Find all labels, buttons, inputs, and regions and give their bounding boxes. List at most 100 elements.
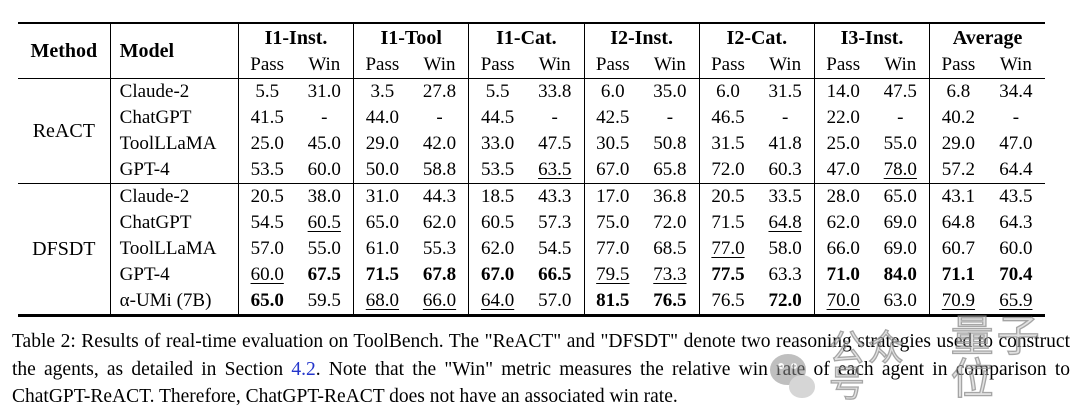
table-cell: 45.0 [307, 133, 341, 154]
table-cell: 20.5 [237, 183, 296, 210]
table-cell: 65.0 [353, 210, 411, 236]
table-cell: 65.0 [883, 186, 917, 207]
table-cell: 63.3 [768, 264, 802, 285]
table-cell: 44.0 [353, 105, 411, 131]
table-cell: 6.0 [698, 78, 757, 105]
model-cell: ChatGPT [109, 210, 239, 236]
column-header-model: Model [109, 23, 239, 79]
table-cell: 53.5 [237, 157, 296, 184]
table-cell: 14.0 [813, 78, 872, 105]
table-row: ToolLLaMA 57.0 55.0 61.0 55.3 62.0 54.5 77.0 68.… [18, 236, 1045, 262]
method-block: ReACT Claude-2 5.5 31.0 3.5 27.8 5.5 33.8 6.0 35.… [18, 78, 1045, 184]
table-cell: - [551, 107, 558, 128]
table-header: Method Model I1-Inst. I1-Tool I1-Cat. I2-Inst… [18, 23, 1045, 79]
table-cell: 38.0 [307, 186, 341, 207]
table-cell: - [321, 107, 328, 128]
table-cell: 60.0 [237, 262, 296, 288]
column-header-pass: Pass [929, 52, 987, 79]
section-link[interactable]: 4.2 [291, 358, 316, 380]
table-cell: 35.0 [653, 81, 687, 102]
column-header-group: I2-Inst. [583, 23, 700, 52]
table-cell: 60.0 [999, 238, 1033, 259]
table-cell: 58.8 [422, 159, 457, 180]
table-cell: 72.0 [698, 157, 757, 184]
column-header-pass: Pass [237, 52, 296, 79]
table-cell: 31.5 [698, 131, 757, 157]
table-row: DFSDT Claude-2 20.5 38.0 31.0 44.3 18.5 43.3 17.… [18, 183, 1045, 260]
table-cell: 33.0 [468, 131, 526, 157]
table-cell: 3.5 [353, 78, 411, 105]
table-row: α-UMi (7B) 65.0 59.5 68.0 66.0 64.0 57.0 81.5 76… [18, 288, 1045, 316]
table-cell: 69.0 [883, 238, 917, 259]
column-header-pass: Pass [813, 52, 872, 79]
header-sub-row: Pass Win Pass Win Pass Win Pass Win Pass Win Pass W… [18, 52, 1045, 79]
table-cell: 28.0 [813, 183, 872, 210]
table-cell: 44.5 [468, 105, 526, 131]
table-cell: - [436, 107, 443, 128]
table-cell: - [666, 107, 674, 128]
column-header-group: I1-Inst. [237, 23, 354, 52]
table-cell: 70.0 [813, 288, 872, 316]
table-cell: 61.0 [353, 236, 411, 262]
table-cell: 50.0 [353, 157, 411, 184]
table-cell: 84.0 [883, 264, 917, 285]
results-table: Method Model I1-Inst. I1-Tool I1-Cat. I2-Inst… [18, 22, 1045, 317]
table-cell: 76.5 [698, 288, 757, 316]
table-cell: 60.5 [468, 210, 526, 236]
model-cell: ToolLLaMA [109, 131, 239, 157]
table-cell: 55.0 [883, 133, 917, 154]
table-cell: 70.4 [999, 264, 1033, 285]
table-cell: - [781, 107, 789, 128]
table-cell: 71.1 [929, 262, 987, 288]
table-cell: 25.0 [813, 131, 872, 157]
column-header-group: I1-Cat. [468, 23, 584, 52]
table-row: GPT-4 60.0 67.5 71.5 67.8 67.0 66.5 79.5 73.3 77.… [18, 262, 1045, 288]
table-cell: 5.5 [468, 78, 526, 105]
column-header-method: Method [30, 40, 98, 62]
table-cell: 66.0 [813, 236, 872, 262]
table-cell: 6.8 [929, 78, 987, 105]
table-cell: - [897, 107, 904, 128]
column-header-pass: Pass [468, 52, 526, 79]
model-cell: GPT-4 [109, 262, 239, 288]
table-cell: 81.5 [583, 288, 642, 316]
table-cell: 68.0 [353, 288, 411, 316]
column-header-group: I1-Tool [353, 23, 469, 52]
table-cell: 25.0 [237, 131, 296, 157]
table-cell: 36.8 [653, 186, 687, 207]
table-cell: 67.0 [468, 262, 526, 288]
table-cell: 44.3 [422, 186, 457, 207]
method-cell: ReACT [32, 120, 95, 142]
method-block: DFSDT Claude-2 20.5 38.0 31.0 44.3 18.5 43.3 17.… [18, 183, 1045, 316]
table-cell: 62.0 [813, 210, 872, 236]
table-cell: 27.8 [422, 81, 457, 102]
column-header-group: I2-Cat. [698, 23, 815, 52]
table-cell: 63.0 [883, 290, 917, 311]
table-cell: 47.5 [883, 81, 917, 102]
table-cell: 60.3 [768, 159, 802, 180]
model-cell: ToolLLaMA [109, 236, 239, 262]
table-cell: 57.0 [237, 236, 296, 262]
table-cell: 57.3 [538, 212, 572, 233]
table-cell: 29.0 [929, 131, 987, 157]
column-header-group: Average [929, 23, 1045, 52]
table-cell: 69.0 [883, 212, 917, 233]
table-cell: 55.0 [307, 238, 341, 259]
table-cell: 72.0 [653, 212, 687, 233]
column-header-pass: Pass [698, 52, 757, 79]
model-cell: α-UMi (7B) [109, 288, 239, 316]
table-cell: 17.0 [583, 183, 642, 210]
table-cell: 67.8 [422, 264, 457, 285]
table-cell: 65.0 [237, 288, 296, 316]
table-cell: 31.0 [353, 183, 411, 210]
table-cell: 60.7 [929, 236, 987, 262]
table-cell: 42.5 [583, 105, 642, 131]
model-cell: GPT-4 [109, 157, 239, 184]
model-cell: Claude-2 [109, 78, 239, 105]
table-cell: 31.0 [307, 81, 341, 102]
table-cell: 70.9 [929, 288, 987, 316]
table-cell: 77.0 [583, 236, 642, 262]
table-cell: 42.0 [422, 133, 457, 154]
table-cell: 73.3 [653, 264, 687, 285]
table-cell: 79.5 [583, 262, 642, 288]
